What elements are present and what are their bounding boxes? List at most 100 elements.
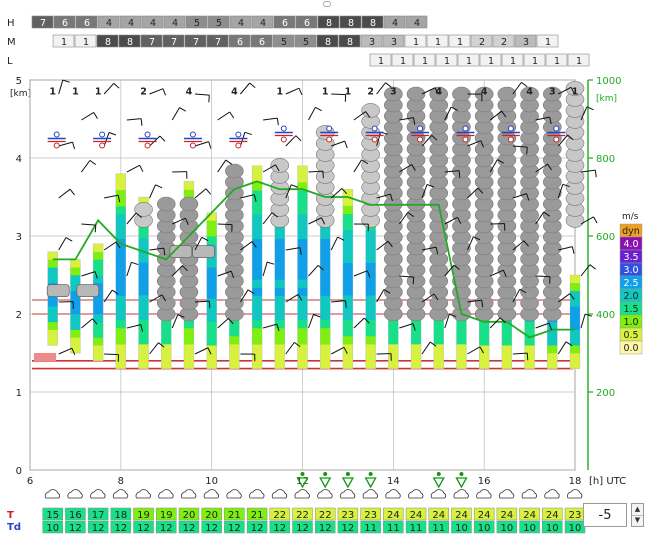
cloud-cover-value: 4	[128, 18, 134, 29]
level-marker-dot	[189, 142, 196, 149]
dewpoint-value: 12	[319, 523, 332, 534]
dewpoint-cell	[428, 520, 449, 534]
wind-barb-flag	[315, 106, 322, 112]
thermal-bar-segment	[252, 182, 263, 191]
wind-barb	[398, 211, 414, 225]
cloud-cover-cell	[470, 34, 493, 48]
wind-barb-staff	[308, 314, 314, 329]
time-offset-field[interactable]: -5	[583, 503, 627, 527]
wind-barb-flag	[115, 241, 121, 249]
rain-dot-icon	[345, 472, 350, 476]
wind-barb-flag	[567, 134, 574, 141]
wind-barb-flag	[562, 183, 570, 188]
cloud-count-label: 3	[390, 87, 397, 98]
wind-barb-staff	[490, 223, 505, 225]
cloud-icon-shape	[476, 489, 492, 499]
cloud-cover-cell	[273, 15, 296, 29]
thermal-bar-segment	[138, 335, 149, 345]
wind-barb-flag	[584, 313, 593, 317]
wind-barb	[376, 353, 392, 361]
wind-barb-staff	[58, 347, 73, 355]
dewpoint-value: 10	[569, 523, 582, 534]
wind-barb-flag	[344, 140, 348, 149]
thermal-bar-segment	[547, 329, 558, 338]
thermal-bar-segment	[47, 329, 58, 338]
cloud-count-label: 1	[572, 87, 579, 98]
cloud-cover-value: 1	[61, 37, 67, 48]
wind-barb-flag	[549, 116, 552, 125]
cloud-count-label: 2	[140, 87, 147, 98]
cloud-count-label: 4	[435, 87, 442, 98]
cloud-cover-row-label: H	[7, 18, 15, 29]
thermal-bar-segment	[365, 303, 376, 312]
wind-barb-staff	[512, 82, 522, 95]
thermal-bar-segment	[479, 329, 490, 338]
thermal-bar-segment	[252, 336, 263, 345]
wind-barb-flag	[139, 165, 144, 172]
thermal-bar-segment	[320, 303, 331, 313]
wind-barb-staff	[331, 300, 346, 303]
time-offset-stepper[interactable]: ▲ ▼	[631, 503, 644, 527]
thermal-bar-segment	[252, 328, 263, 337]
window-drag-handle[interactable]	[323, 1, 331, 7]
thermal-bar-segment	[456, 360, 467, 369]
dewpoint-cell	[451, 520, 472, 534]
dewpoint-value: 11	[364, 523, 377, 534]
wind-barb-staff	[557, 293, 571, 303]
stepper-down-icon[interactable]: ▼	[632, 514, 643, 527]
thermal-bar-segment	[93, 306, 104, 315]
thermal-bar-segment	[297, 230, 308, 240]
cloud-icon-shape	[181, 489, 197, 499]
wind-barb-staff	[240, 194, 255, 199]
thermal-bar-segment	[115, 303, 126, 313]
wind-barb-staff	[330, 346, 345, 355]
cloud-cover-value: 2	[479, 37, 485, 48]
wind-barb-staff	[262, 164, 276, 173]
wind-barb-flag	[208, 95, 210, 103]
cloud-icon	[498, 489, 515, 499]
wind-barb-flag	[140, 118, 143, 126]
wind-barb-staff	[171, 265, 183, 277]
thermal-bar-segment	[274, 295, 285, 305]
wind-barb	[217, 111, 235, 121]
thermal-bar-segment	[297, 190, 308, 199]
thermal-bar-segment	[570, 275, 580, 284]
thermal-bar-segment	[47, 275, 58, 284]
stepper-up-icon[interactable]: ▲	[634, 504, 641, 513]
level-marker-dot	[417, 125, 424, 132]
cloud-cover-value: 1	[435, 37, 441, 48]
wind-barb	[444, 106, 458, 121]
wind-barb-staff	[421, 246, 437, 251]
temperature-value: 24	[523, 510, 536, 521]
cloud-count-label: 1	[322, 87, 329, 98]
thermal-bar-segment	[365, 311, 376, 320]
wind-barb-flag	[247, 289, 255, 295]
cloud-cover-value: 8	[348, 18, 354, 29]
thermal-bar-segment	[138, 327, 149, 337]
thermal-bar-segment	[570, 329, 580, 338]
wind-barb-flag	[504, 223, 506, 231]
thermal-bar-segment	[365, 254, 376, 263]
dewpoint-cell	[110, 520, 132, 534]
wind-barb	[149, 247, 166, 256]
cloud-count-label: 1	[72, 87, 79, 98]
rain-dot-icon	[436, 472, 441, 476]
thermal-bar-segment	[388, 327, 399, 337]
thermal-bar-segment	[115, 271, 126, 280]
wind-barb-staff	[376, 82, 386, 95]
thermal-bar-segment	[297, 255, 308, 264]
wind-barb	[490, 223, 506, 231]
wind-barb	[489, 110, 507, 121]
thermal-bar-segment	[206, 220, 217, 229]
thermal-bar-segment	[206, 321, 217, 330]
thermal-bar-segment	[274, 311, 285, 321]
level-marker-dot	[553, 125, 560, 132]
thermal-bar-segment	[297, 263, 308, 272]
thermal-bar-segment	[411, 327, 422, 337]
temperature-cell	[496, 507, 518, 521]
wind-barb-staff	[421, 134, 433, 147]
cloud-cover-cell	[404, 34, 427, 48]
temperature-value: 17	[92, 510, 105, 521]
wind-barb-flag	[457, 217, 462, 224]
